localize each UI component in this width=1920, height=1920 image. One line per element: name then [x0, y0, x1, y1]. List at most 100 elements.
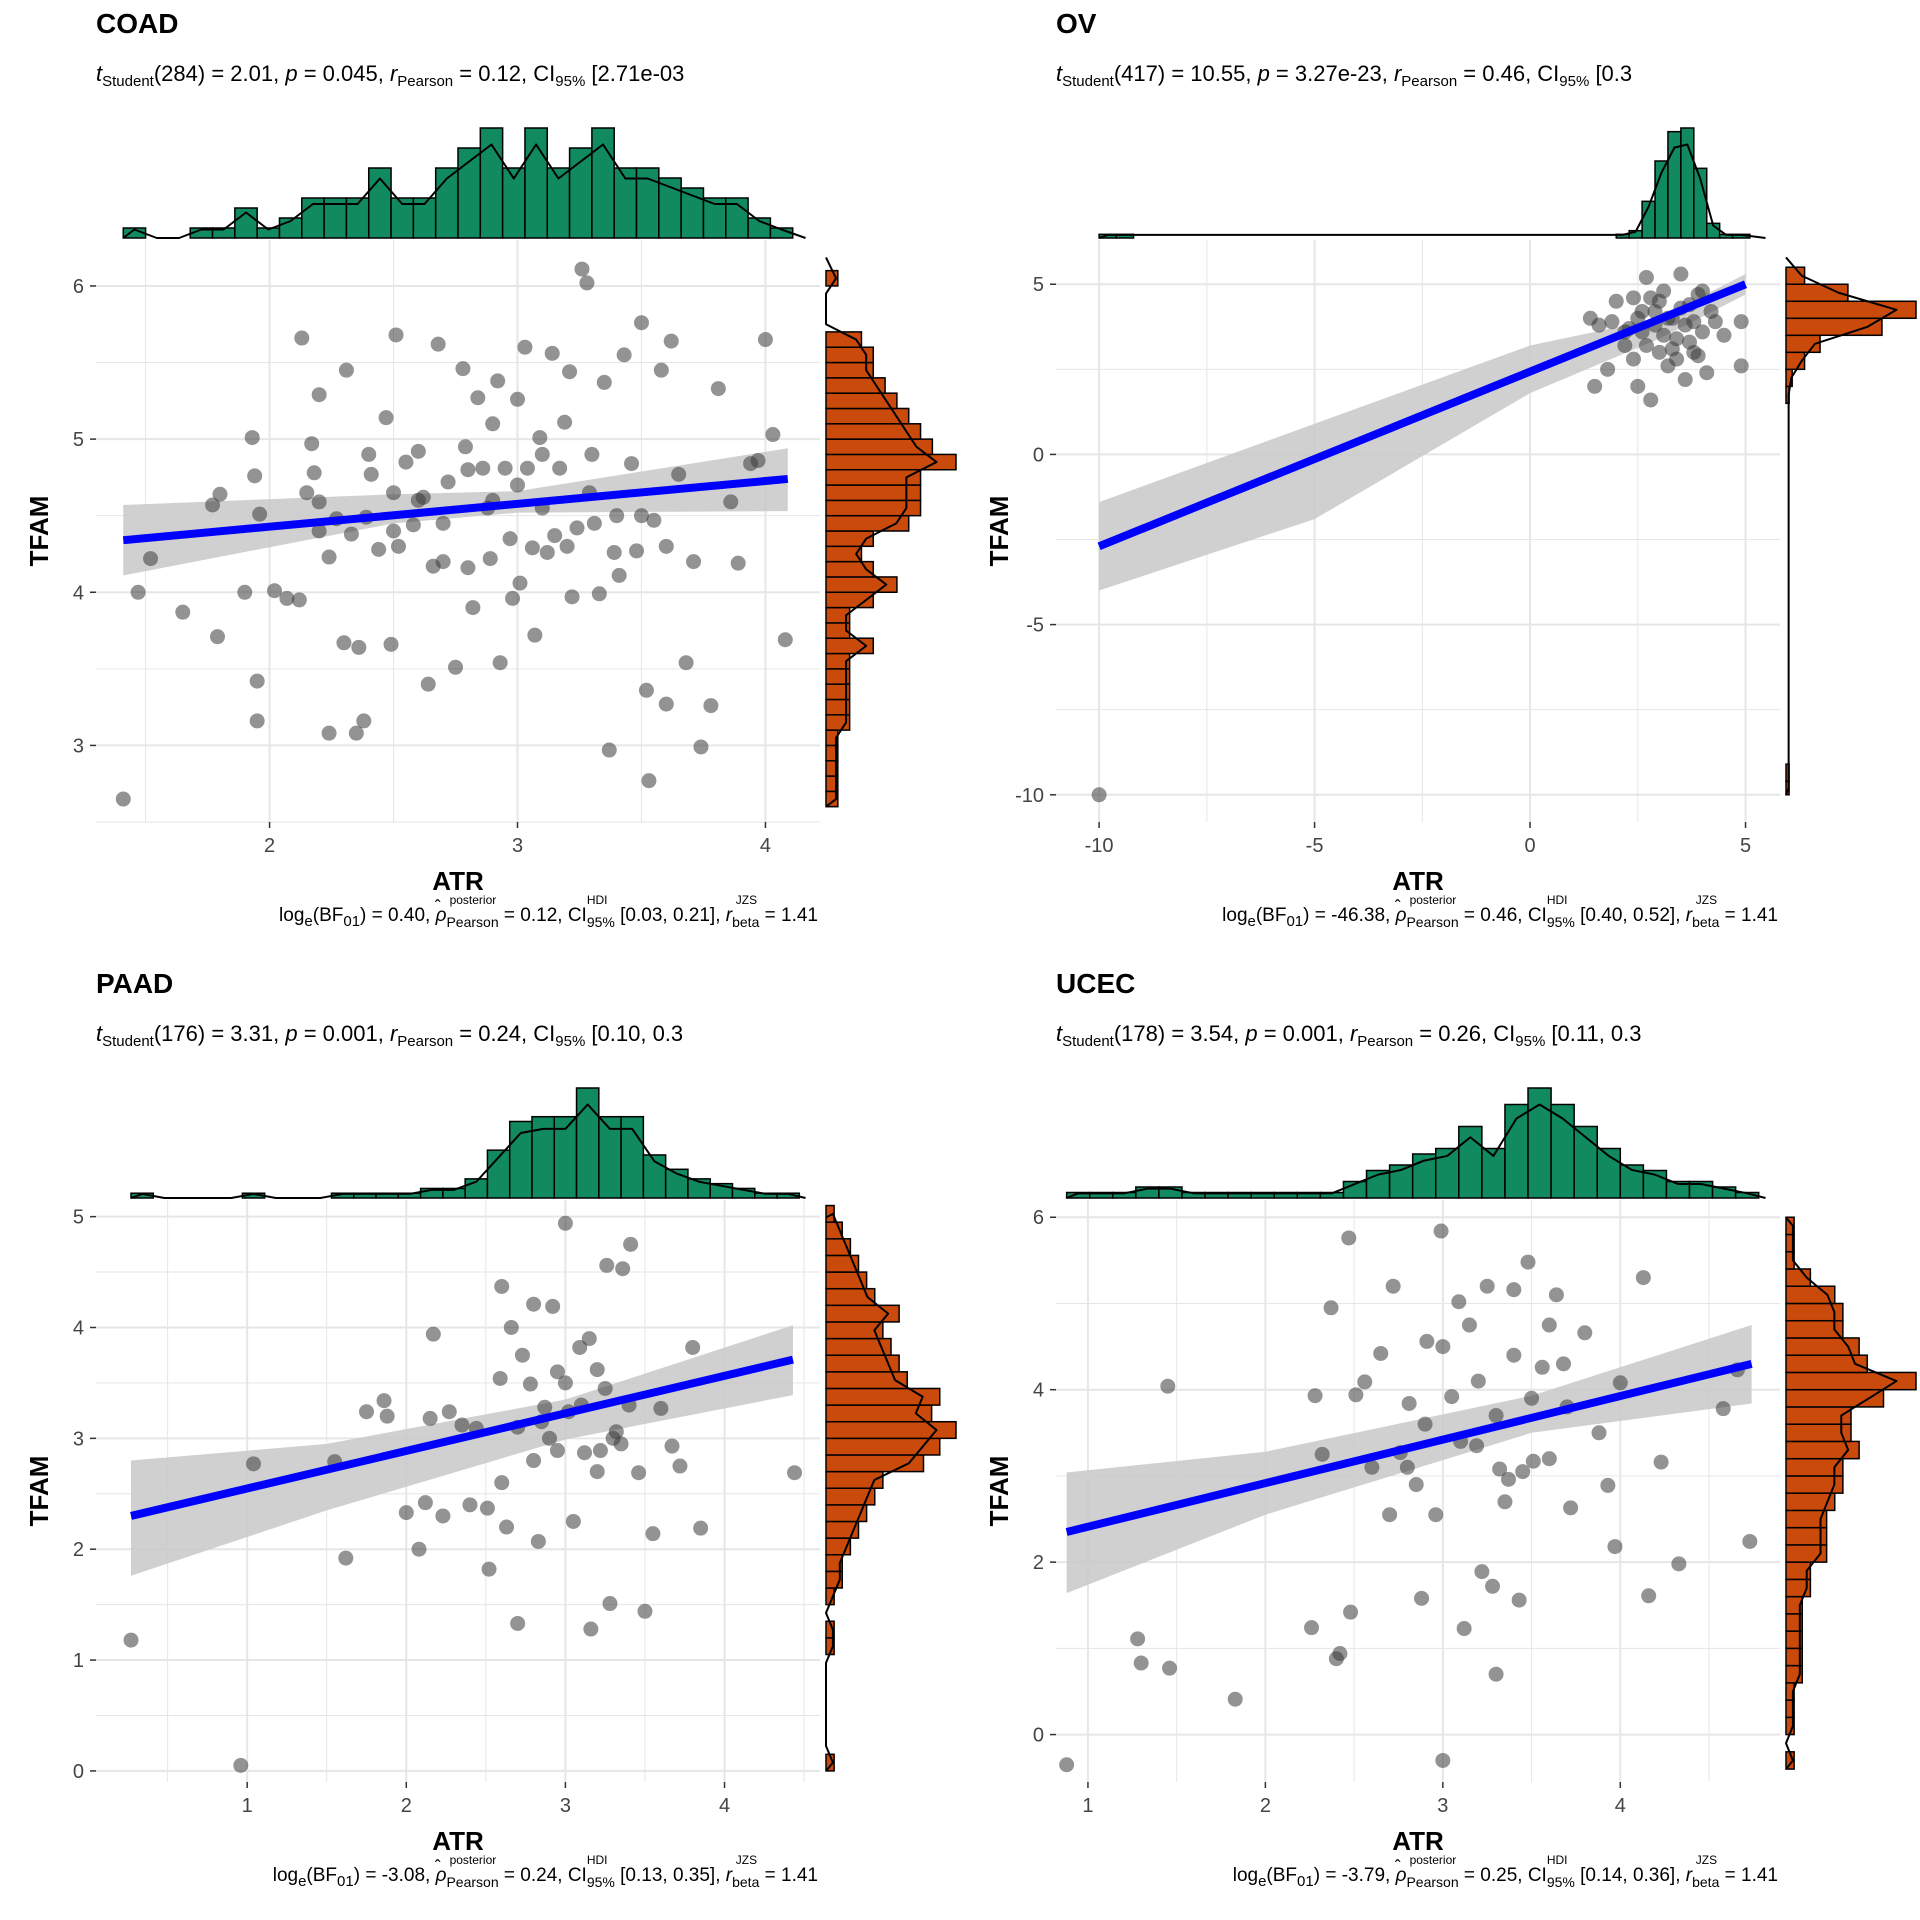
- data-point: [645, 1526, 661, 1542]
- data-point: [552, 460, 568, 476]
- data-point: [1682, 334, 1697, 350]
- data-point: [1534, 1359, 1550, 1375]
- data-point: [624, 456, 640, 472]
- ci-subscript: 95%: [1559, 73, 1590, 86]
- data-point: [1227, 1691, 1243, 1707]
- data-point: [596, 374, 612, 390]
- y-tick-label: 0: [73, 1761, 84, 1783]
- data-point: [693, 1520, 709, 1536]
- p-value: = 3.27e-23,: [1269, 62, 1394, 86]
- x-marginal-histogram: [1065, 1087, 1766, 1199]
- rbeta-value: = 1.41: [1719, 1865, 1778, 1886]
- data-point: [1428, 1507, 1444, 1523]
- r-value: = 0.24, CI: [453, 1022, 556, 1046]
- data-point: [537, 1399, 553, 1415]
- y-tick-label: 2: [1033, 1552, 1044, 1574]
- data-point: [557, 414, 573, 430]
- data-point: [592, 1443, 608, 1459]
- data-point: [430, 336, 446, 352]
- data-point: [559, 538, 575, 554]
- data-point: [1607, 1539, 1623, 1555]
- data-point: [547, 528, 563, 544]
- data-point: [602, 1596, 618, 1612]
- data-point: [572, 1339, 588, 1355]
- bf-value: ) = -3.08,: [353, 1865, 436, 1886]
- rho-superscript: posterior: [449, 1853, 497, 1867]
- p-value: = 0.001,: [1257, 1022, 1350, 1046]
- ci-value: [2.71e-03: [585, 62, 685, 86]
- scatter-chart: 1 2 3 4 0 1 2 3 4 5 ATR TFAM: [24, 1087, 957, 1856]
- data-point: [777, 632, 793, 648]
- panel-ov: OV tStudent(417) = 10.55, p = 3.27e-23, r…: [960, 0, 1920, 960]
- rho-value: = 0.46, CI: [1458, 905, 1547, 926]
- regression-line: [122, 474, 789, 545]
- ci-subscript: 95%: [555, 1033, 586, 1046]
- r-subscript: Pearson: [397, 1033, 454, 1046]
- rbeta-superscript: JZS: [735, 1853, 758, 1867]
- rho-subscript: Pearson: [446, 914, 499, 930]
- data-point: [1435, 1339, 1451, 1355]
- data-point: [338, 1550, 354, 1566]
- bf-log: log: [279, 905, 305, 926]
- regression-line: [1097, 280, 1748, 551]
- t-value: = 10.55,: [1165, 62, 1258, 86]
- axes: -10 -5 0 5 -10 -5 0 5 ATR TFAM: [984, 274, 1751, 896]
- data-point: [130, 584, 146, 600]
- rho-subscript: Pearson: [446, 1874, 499, 1890]
- data-point: [517, 339, 533, 355]
- points: [123, 1215, 803, 1773]
- data-point: [123, 1632, 139, 1648]
- data-point: [247, 468, 263, 484]
- data-point: [1373, 1345, 1389, 1361]
- data-point: [541, 1430, 557, 1446]
- data-point: [390, 538, 406, 554]
- points: [115, 261, 793, 807]
- data-point: [405, 517, 421, 533]
- data-point: [1591, 1425, 1607, 1441]
- data-point: [465, 600, 481, 616]
- data-point: [1133, 1655, 1149, 1671]
- rbeta-subscript: beta: [732, 914, 760, 930]
- data-point: [1414, 1590, 1430, 1606]
- t-label: t: [96, 62, 103, 86]
- data-point: [440, 474, 456, 490]
- data-point: [359, 1404, 375, 1420]
- bf-index: 01: [337, 1873, 354, 1890]
- t-label: t: [1056, 62, 1063, 86]
- data-point: [435, 515, 451, 531]
- regression-line: [1065, 1359, 1753, 1536]
- data-point: [378, 410, 394, 426]
- data-point: [569, 520, 585, 536]
- data-point: [482, 551, 498, 567]
- data-point: [455, 361, 471, 377]
- data-point: [1160, 1378, 1176, 1394]
- x-tick-label: 5: [1740, 835, 1751, 857]
- data-point: [1653, 1454, 1669, 1470]
- ci-subscript: 95%: [1515, 1033, 1546, 1046]
- data-point: [425, 1326, 441, 1342]
- data-point: [1485, 1578, 1501, 1594]
- data-point: [492, 655, 508, 671]
- data-point: [1385, 1278, 1401, 1294]
- data-point: [510, 391, 526, 407]
- y-hist-bar: [1785, 1216, 1795, 1236]
- data-point: [599, 1257, 615, 1273]
- data-point: [379, 1408, 395, 1424]
- rho-symbol: ρ: [436, 1865, 447, 1887]
- hdi-group: HDI 95%: [587, 894, 615, 930]
- x-tick-label: -5: [1306, 835, 1324, 857]
- data-point: [1511, 1592, 1527, 1608]
- points: [1059, 1223, 1758, 1773]
- data-point: [356, 713, 372, 729]
- data-point: [411, 1541, 427, 1557]
- data-point: [693, 739, 709, 755]
- rbeta-superscript: JZS: [1695, 1853, 1718, 1867]
- data-point: [671, 466, 687, 482]
- x-tick-label: 2: [1260, 1795, 1271, 1817]
- stats-subtitle: tStudent(417) = 10.55, p = 3.27e-23, rPe…: [1056, 62, 1786, 86]
- data-point: [544, 345, 560, 361]
- data-point: [398, 1505, 414, 1521]
- data-point: [589, 1362, 605, 1378]
